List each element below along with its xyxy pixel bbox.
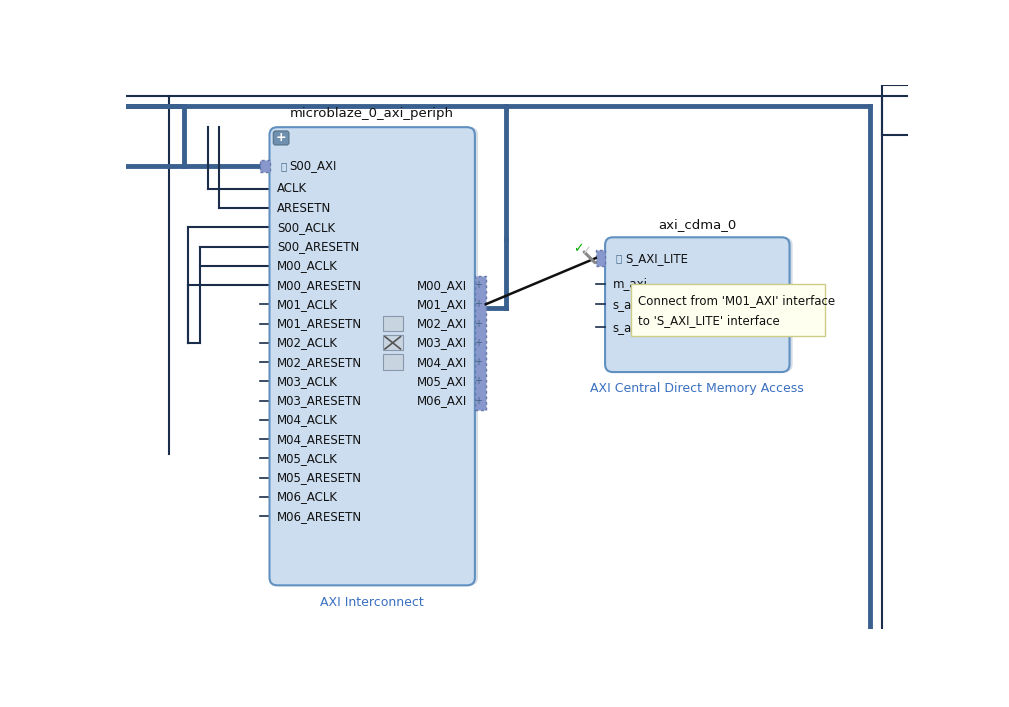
- Text: ✓: ✓: [573, 243, 584, 255]
- Text: S00_ARESETN: S00_ARESETN: [277, 240, 359, 253]
- Text: M03_AXI: M03_AXI: [417, 337, 467, 349]
- Text: axi_cdma_0: axi_cdma_0: [658, 218, 737, 231]
- Text: M04_ACLK: M04_ACLK: [277, 414, 338, 426]
- Bar: [382, 335, 403, 351]
- Text: microblaze_0_axi_periph: microblaze_0_axi_periph: [291, 107, 454, 119]
- Text: +: +: [275, 132, 287, 144]
- FancyBboxPatch shape: [605, 238, 789, 372]
- Text: ARESETN: ARESETN: [277, 201, 332, 214]
- Text: M02_AXI: M02_AXI: [417, 317, 467, 330]
- Text: M01_ARESETN: M01_ARESETN: [277, 317, 362, 330]
- Bar: [260, 160, 269, 172]
- Text: ➕: ➕: [281, 160, 287, 170]
- Bar: [632, 284, 825, 336]
- Text: M04_ARESETN: M04_ARESETN: [277, 433, 362, 445]
- Text: M04_AXI: M04_AXI: [417, 356, 467, 368]
- Text: +: +: [474, 376, 482, 386]
- Text: M06_AXI: M06_AXI: [417, 394, 467, 407]
- FancyBboxPatch shape: [272, 127, 478, 585]
- Text: AXI Central Direct Memory Access: AXI Central Direct Memory Access: [590, 382, 804, 395]
- Text: M00_AXI: M00_AXI: [417, 279, 467, 291]
- Text: S00_ACLK: S00_ACLK: [277, 221, 335, 234]
- Text: S00_AXI: S00_AXI: [290, 159, 337, 173]
- Text: M06_ARESETN: M06_ARESETN: [277, 510, 362, 522]
- Text: s_axi_lite_aresetn: s_axi_lite_aresetn: [612, 321, 717, 334]
- Text: M03_ARESETN: M03_ARESETN: [277, 394, 362, 407]
- Text: M02_ARESETN: M02_ARESETN: [277, 356, 362, 368]
- Text: +: +: [474, 299, 482, 309]
- FancyBboxPatch shape: [269, 127, 475, 585]
- Text: M05_ACLK: M05_ACLK: [277, 452, 338, 464]
- Bar: [595, 250, 605, 266]
- Bar: [382, 354, 403, 370]
- Text: s_axi_: s_axi_: [612, 298, 649, 311]
- Text: S_AXI_LITE: S_AXI_LITE: [626, 252, 688, 264]
- Text: M01_AXI: M01_AXI: [417, 298, 467, 311]
- Text: +: +: [474, 319, 482, 329]
- Text: M06_ACLK: M06_ACLK: [277, 490, 338, 503]
- Text: +: +: [474, 338, 482, 348]
- Text: to 'S_AXI_LITE' interface: to 'S_AXI_LITE' interface: [638, 315, 779, 327]
- FancyBboxPatch shape: [608, 238, 793, 372]
- Text: M05_ARESETN: M05_ARESETN: [277, 471, 362, 484]
- Bar: [382, 316, 403, 332]
- Text: M03_ACLK: M03_ACLK: [277, 375, 338, 388]
- Text: +: +: [474, 357, 482, 367]
- Text: ➕: ➕: [615, 253, 623, 263]
- Text: Connect from 'M01_AXI' interface: Connect from 'M01_AXI' interface: [638, 294, 834, 308]
- Text: M02_ACLK: M02_ACLK: [277, 337, 338, 349]
- Bar: [475, 276, 485, 410]
- Text: M00_ACLK: M00_ACLK: [277, 259, 338, 272]
- Text: M05_AXI: M05_AXI: [417, 375, 467, 388]
- Text: M00_ARESETN: M00_ARESETN: [277, 279, 362, 291]
- FancyBboxPatch shape: [273, 131, 289, 145]
- Text: m_axi: m_axi: [612, 277, 648, 290]
- Text: AXI Interconnect: AXI Interconnect: [320, 596, 424, 609]
- Text: ACLK: ACLK: [277, 182, 308, 195]
- Text: M01_ACLK: M01_ACLK: [277, 298, 338, 311]
- Text: +: +: [474, 395, 482, 406]
- Text: +: +: [474, 280, 482, 290]
